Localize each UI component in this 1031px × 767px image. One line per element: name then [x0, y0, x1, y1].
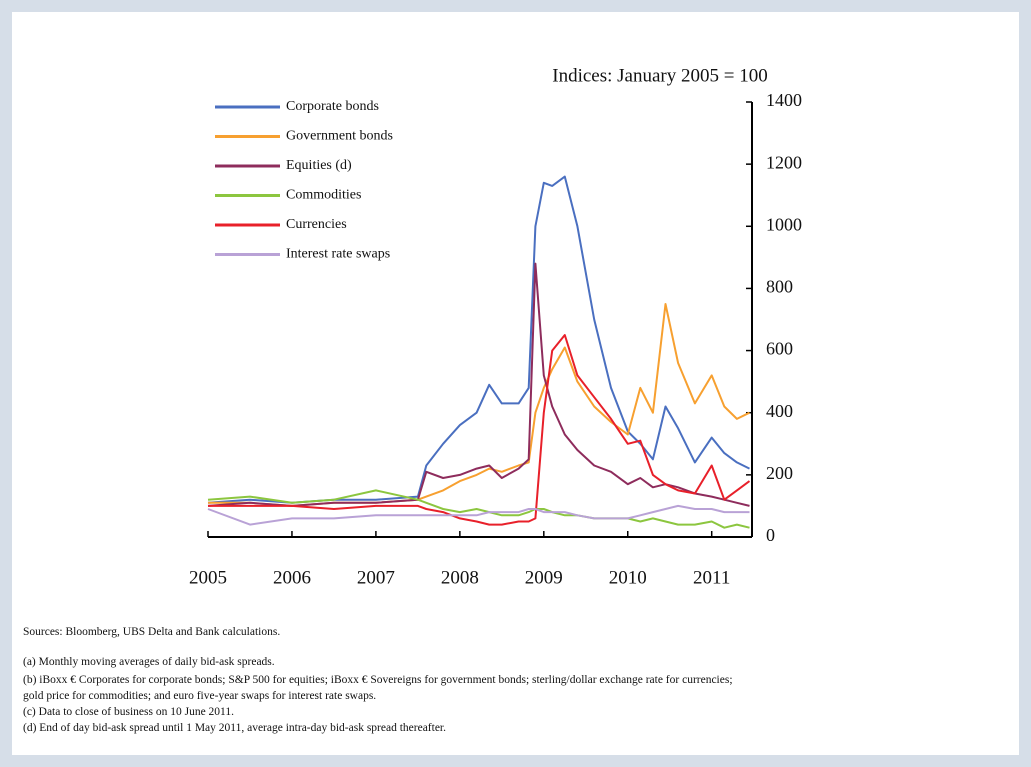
legend-label: Currencies: [286, 217, 347, 232]
legend-label: Corporate bonds: [286, 99, 379, 114]
sources: Sources: Bloomberg, UBS Delta and Bank c…: [23, 626, 281, 638]
footnote: (a) Monthly moving averages of daily bid…: [23, 656, 275, 668]
y-tick-label: 200: [766, 463, 793, 483]
x-tick-label: 2009: [525, 567, 563, 588]
chart-title: Indices: January 2005 = 100: [552, 65, 767, 86]
footnote: gold price for commodities; and euro fiv…: [23, 690, 377, 702]
chart: Indices: January 2005 = 100 0 200 400 600 80…: [189, 65, 802, 588]
legend-label: Equities (d): [286, 158, 352, 173]
y-tick-label: 1400: [766, 90, 802, 110]
series-line: [208, 303, 750, 507]
y-tick-label: 1200: [766, 152, 802, 172]
footnote: (d) End of day bid-ask spread until 1 Ma…: [23, 722, 447, 734]
series-line: [207, 489, 750, 529]
series-line: [207, 262, 750, 507]
series-line: [208, 334, 751, 526]
x-tick-label: 2011: [693, 567, 730, 588]
panel: [12, 12, 1019, 755]
legend-label: Commodities: [286, 188, 361, 203]
x-tick-label: 2006: [273, 567, 311, 588]
x-tick-label: 2007: [357, 567, 395, 588]
footnote: (c) Data to close of business on 10 June…: [23, 706, 235, 718]
series-line: [207, 504, 750, 526]
legend-label: Interest rate swaps: [286, 247, 390, 262]
y-tick-label: 800: [766, 277, 793, 297]
legend-label: Government bonds: [286, 129, 393, 144]
footnote: (b) iBoxx € Corporates for corporate bon…: [23, 674, 733, 686]
x-tick-label: 2010: [609, 567, 647, 588]
y-tick-label: 0: [766, 525, 775, 545]
y-tick-label: 600: [766, 339, 793, 359]
y-tick-label: 1000: [766, 214, 802, 234]
x-tick-label: 2008: [441, 567, 479, 588]
y-tick-label: 400: [766, 401, 793, 421]
x-tick-label: 2005: [189, 567, 227, 588]
